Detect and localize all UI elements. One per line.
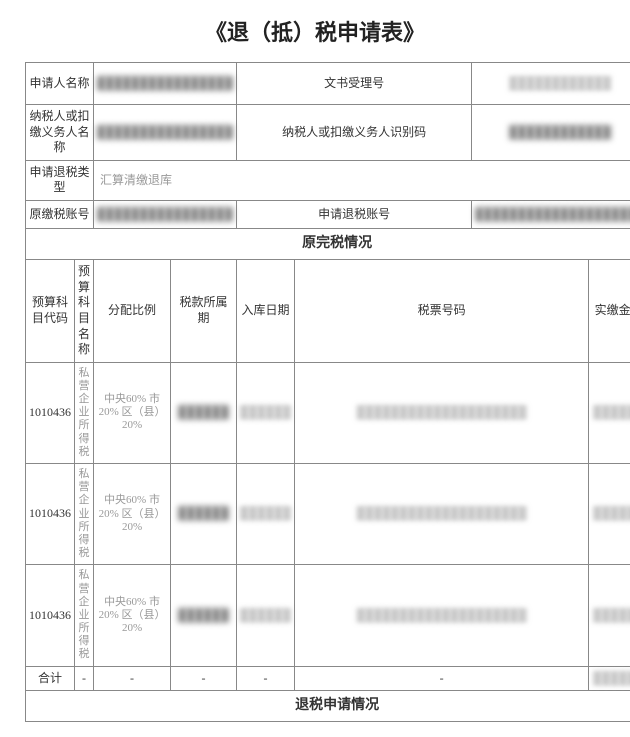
cell-ratio: 中央60% 市20% 区（县）20% bbox=[94, 362, 171, 463]
cell-in-date: ██████ bbox=[237, 362, 295, 463]
total-dash: - bbox=[94, 666, 171, 691]
taxpayer-id-value: ████████████ bbox=[472, 105, 630, 161]
refund-type-label: 申请退税类型 bbox=[26, 160, 94, 200]
cell-amount: ██████ bbox=[589, 464, 630, 565]
cell-budget-code: 1010436 bbox=[26, 565, 75, 666]
doc-number-label: 文书受理号 bbox=[237, 63, 472, 105]
total-amount: ██████ bbox=[589, 666, 630, 691]
applicant-name-label: 申请人名称 bbox=[26, 63, 94, 105]
cell-bill-no: ████████████████████ bbox=[295, 464, 589, 565]
col-in-date: 入库日期 bbox=[237, 260, 295, 363]
form-title: 《退（抵）税申请表》 bbox=[25, 15, 605, 47]
table-row: 1010436 私营企业所得税 中央60% 市20% 区（县）20% █████… bbox=[26, 464, 630, 565]
orig-account-label: 原缴税账号 bbox=[26, 200, 94, 228]
cell-bill-no: ████████████████████ bbox=[295, 565, 589, 666]
section2-title: 退税申请情况 bbox=[26, 691, 630, 722]
col-period: 税款所属期 bbox=[171, 260, 237, 363]
doc-number-value: ████████████ bbox=[472, 63, 630, 105]
refund-type-value: 汇算清缴退库 bbox=[94, 160, 630, 200]
cell-period: ██████ bbox=[171, 565, 237, 666]
col-bill-no: 税票号码 bbox=[295, 260, 589, 363]
orig-account-value: ████████████████ bbox=[94, 200, 237, 228]
total-dash: - bbox=[75, 666, 94, 691]
cell-budget-name: 私营企业所得税 bbox=[75, 464, 94, 565]
cell-budget-name: 私营企业所得税 bbox=[75, 565, 94, 666]
cell-period: ██████ bbox=[171, 464, 237, 565]
cell-ratio: 中央60% 市20% 区（县）20% bbox=[94, 464, 171, 565]
total-dash: - bbox=[237, 666, 295, 691]
taxpayer-name-value: ████████████████ bbox=[94, 105, 237, 161]
total-row: 合计 - - - - - ██████ bbox=[26, 666, 630, 691]
col-amount: 实缴金额 bbox=[589, 260, 630, 363]
col-budget-name: 预算科目名称 bbox=[75, 260, 94, 363]
taxpayer-id-label: 纳税人或扣缴义务人识别码 bbox=[237, 105, 472, 161]
cell-budget-code: 1010436 bbox=[26, 464, 75, 565]
total-label: 合计 bbox=[26, 666, 75, 691]
table-row: 1010436 私营企业所得税 中央60% 市20% 区（县）20% █████… bbox=[26, 362, 630, 463]
col-budget-code: 预算科目代码 bbox=[26, 260, 75, 363]
cell-budget-name: 私营企业所得税 bbox=[75, 362, 94, 463]
refund-account-label: 申请退税账号 bbox=[237, 200, 472, 228]
col-ratio: 分配比例 bbox=[94, 260, 171, 363]
cell-period: ██████ bbox=[171, 362, 237, 463]
table-row: 1010436 私营企业所得税 中央60% 市20% 区（县）20% █████… bbox=[26, 565, 630, 666]
refund-account-value: ████████████████████ bbox=[472, 200, 630, 228]
cell-in-date: ██████ bbox=[237, 565, 295, 666]
cell-ratio: 中央60% 市20% 区（县）20% bbox=[94, 565, 171, 666]
cell-amount: ██████ bbox=[589, 565, 630, 666]
taxpayer-name-label: 纳税人或扣缴义务人名称 bbox=[26, 105, 94, 161]
cell-amount: ██████ bbox=[589, 362, 630, 463]
cell-bill-no: ████████████████████ bbox=[295, 362, 589, 463]
section1-title: 原完税情况 bbox=[26, 228, 630, 259]
total-dash: - bbox=[171, 666, 237, 691]
cell-in-date: ██████ bbox=[237, 464, 295, 565]
cell-budget-code: 1010436 bbox=[26, 362, 75, 463]
applicant-name-value: ████████████████ bbox=[94, 63, 237, 105]
tax-refund-table: 申请人名称 ████████████████ 文书受理号 ███████████… bbox=[25, 62, 630, 722]
total-dash: - bbox=[295, 666, 589, 691]
